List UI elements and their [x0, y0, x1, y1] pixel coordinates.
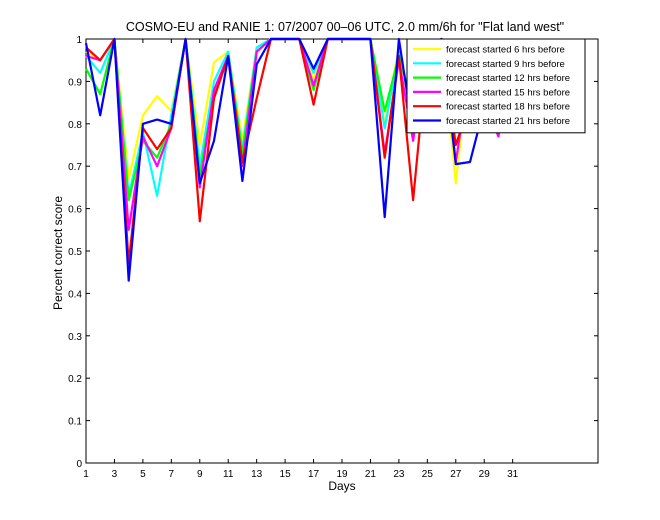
x-tick-label: 25 [422, 469, 434, 480]
y-axis: 0 0.1 0.2 0.3 0.4 0.5 0.6 0.7 0.8 0.9 1 [68, 35, 598, 470]
x-tick-label: 31 [507, 469, 519, 480]
x-tick-label: 5 [140, 469, 146, 480]
y-tick-label: 0.7 [68, 162, 82, 173]
x-tick-label: 19 [336, 469, 348, 480]
y-tick-label: 0.3 [68, 332, 82, 343]
x-tick-label: 15 [280, 469, 292, 480]
x-tick-label: 17 [308, 469, 320, 480]
y-tick-label: 0 [76, 459, 82, 470]
y-tick-label: 0.8 [68, 120, 82, 131]
x-tick-label: 21 [365, 469, 377, 480]
y-tick-label: 0.4 [68, 289, 82, 300]
y-tick-label: 0.6 [68, 205, 82, 216]
x-tick-label: 13 [251, 469, 263, 480]
legend-box [406, 38, 586, 134]
legend-label: forecast started 6 hrs before [446, 45, 565, 56]
x-axis: 1 3 5 7 9 11 13 15 17 19 21 23 25 27 29 31 [83, 39, 519, 480]
y-tick-label: 0.9 [68, 77, 82, 88]
x-tick-label: 3 [112, 469, 118, 480]
y-tick-label: 0.2 [68, 374, 82, 385]
y-axis-label: Percent correct score [51, 196, 65, 310]
y-tick-label: 1 [76, 35, 82, 46]
x-tick-label: 23 [393, 469, 405, 480]
y-tick-label: 0.1 [68, 417, 82, 428]
legend-label: forecast started 12 hrs before [446, 73, 570, 84]
y-tick-label: 0.5 [68, 247, 82, 258]
legend-label: forecast started 15 hrs before [446, 87, 570, 98]
legend: forecast started 6 hrs before forecast st… [406, 38, 586, 134]
x-tick-label: 29 [479, 469, 491, 480]
legend-label: forecast started 9 hrs before [446, 59, 565, 70]
legend-label: forecast started 21 hrs before [446, 116, 570, 127]
x-tick-label: 11 [223, 469, 234, 480]
legend-label: forecast started 18 hrs before [446, 102, 570, 113]
x-axis-label: Days [328, 479, 355, 493]
x-tick-label: 27 [450, 469, 462, 480]
x-tick-label: 1 [83, 469, 89, 480]
x-tick-label: 7 [169, 469, 175, 480]
chart-title: COSMO-EU and RANIE 1: 07/2007 00–06 UTC,… [126, 20, 564, 34]
x-tick-label: 9 [197, 469, 203, 480]
